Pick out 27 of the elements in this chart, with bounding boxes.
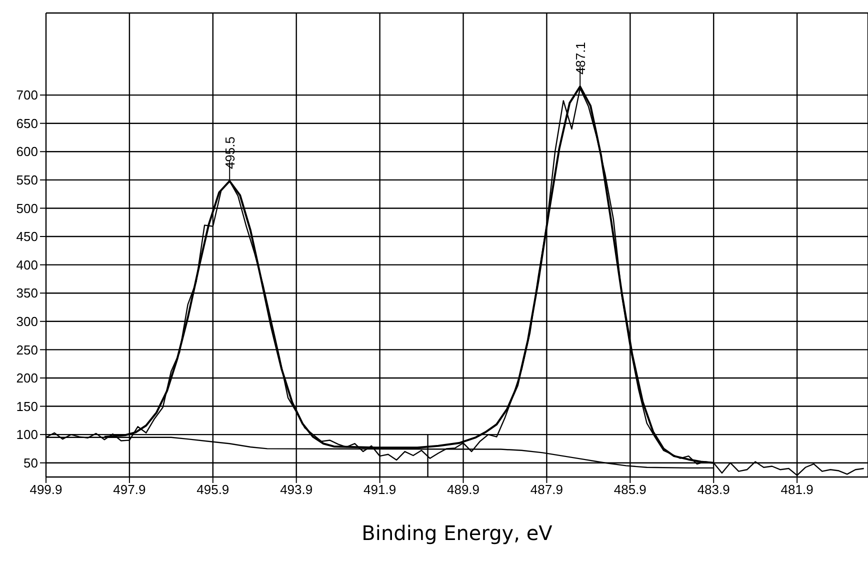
- x-tick-label: 493.9: [280, 482, 313, 498]
- x-tick-label: 485.9: [614, 482, 646, 498]
- y-tick-label: 500: [16, 200, 38, 216]
- y-tick-label: 250: [16, 342, 38, 358]
- x-tick-label: 483.9: [697, 482, 730, 498]
- y-tick-label: 600: [16, 144, 38, 160]
- x-tick-label: 499.9: [30, 482, 62, 498]
- y-tick-label: 650: [16, 116, 38, 131]
- y-tick-label: 50: [24, 455, 38, 470]
- y-tick-label: 450: [16, 229, 38, 244]
- y-tick-label: 350: [16, 286, 38, 301]
- x-tick-label: 497.9: [113, 482, 146, 498]
- y-tick-label: 150: [16, 398, 38, 414]
- y-tick-label: 400: [16, 257, 38, 272]
- y-tick-label: 700: [16, 88, 38, 103]
- y-tick-label: 550: [16, 172, 38, 188]
- y-tick-label: 200: [16, 370, 38, 386]
- x-tick-label: 481.9: [780, 482, 814, 498]
- y-tick-label: 300: [16, 314, 38, 330]
- x-axis-title: Binding Energy, eV: [362, 521, 553, 545]
- x-tick-label: 487.9: [530, 482, 563, 498]
- x-tick-label: 491.9: [364, 482, 396, 498]
- y-tick-label: 100: [16, 427, 38, 442]
- x-tick-label: 489.9: [446, 482, 480, 498]
- annotation: 487.1: [573, 42, 588, 75]
- x-tick-label: 495.9: [196, 482, 230, 498]
- annotation: 495.5: [222, 136, 238, 170]
